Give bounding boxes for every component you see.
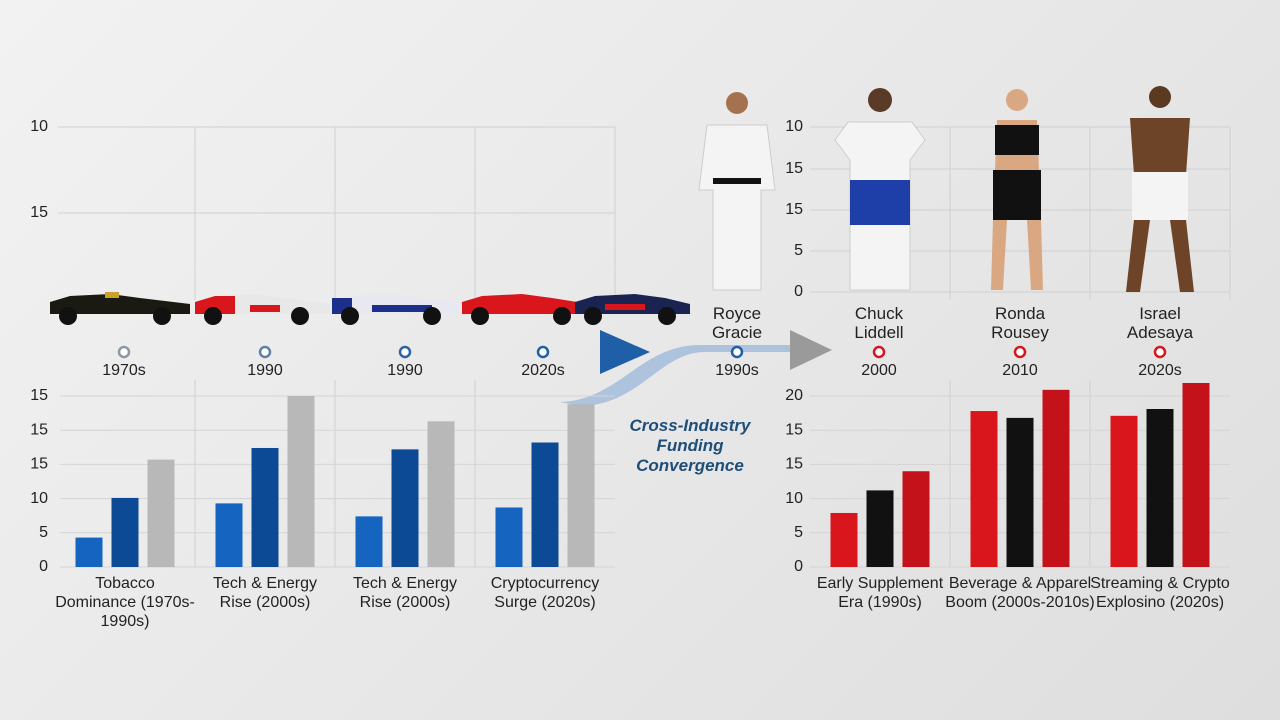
fighter-name: Israel Adesaya bbox=[1126, 304, 1194, 342]
x-tick-label: Beverage & Apparel Boom (2000s-2010s) bbox=[945, 575, 1095, 611]
timeline-label: 2000 bbox=[861, 362, 897, 379]
timeline-label: 1990s bbox=[715, 362, 759, 379]
top-axis-label: 0 bbox=[794, 283, 803, 300]
x-tick-label: Tech & Energy Rise (2000s) bbox=[352, 575, 458, 611]
center-text: Cross-Industry Funding Convergence bbox=[629, 416, 751, 475]
bar bbox=[1146, 408, 1174, 567]
bar bbox=[1110, 415, 1138, 567]
bar bbox=[495, 507, 523, 567]
top-axis-label: 15 bbox=[785, 160, 803, 177]
y-tick-label: 5 bbox=[39, 524, 48, 541]
bar bbox=[111, 497, 139, 567]
y-tick-label: 15 bbox=[30, 456, 48, 473]
bar bbox=[215, 503, 243, 567]
bar bbox=[970, 411, 998, 567]
bar bbox=[567, 404, 595, 567]
bar bbox=[355, 516, 383, 567]
y-tick-label: 15 bbox=[785, 421, 803, 438]
x-tick-label: Tech & Energy Rise (2000s) bbox=[212, 575, 318, 611]
bar bbox=[902, 471, 930, 567]
y-tick-label: 20 bbox=[785, 387, 803, 404]
timeline-label: 1990 bbox=[387, 362, 423, 379]
y-tick-label: 15 bbox=[30, 421, 48, 438]
x-tick-label: Streaming & Crypto Explosino (2020s) bbox=[1090, 575, 1230, 611]
bar bbox=[147, 459, 175, 567]
timeline-label: 2010 bbox=[1002, 362, 1038, 379]
y-tick-label: 0 bbox=[794, 558, 803, 575]
bar bbox=[1182, 383, 1210, 567]
timeline-arrow bbox=[600, 330, 650, 374]
y-tick-label: 0 bbox=[39, 558, 48, 575]
fighters bbox=[698, 86, 1194, 292]
bar bbox=[287, 396, 315, 567]
fighter-name: Chuck Liddell bbox=[854, 304, 904, 342]
bar bbox=[866, 490, 894, 567]
bar bbox=[1042, 389, 1070, 567]
x-tick-label: Early Supplement Era (1990s) bbox=[816, 575, 944, 611]
top-grid bbox=[58, 126, 1231, 567]
timeline-label: 2020s bbox=[521, 362, 565, 379]
timeline-arrow bbox=[790, 330, 832, 370]
top-axis-label: 10 bbox=[30, 118, 48, 135]
bar bbox=[1006, 417, 1034, 567]
top-axis-label: 5 bbox=[794, 242, 803, 259]
bar bbox=[531, 442, 559, 567]
y-tick-label: 10 bbox=[30, 490, 48, 507]
y-tick-label: 5 bbox=[794, 524, 803, 541]
race-cars bbox=[50, 292, 690, 325]
top-axis-label: 15 bbox=[785, 201, 803, 218]
timeline-label: 1990 bbox=[247, 362, 283, 379]
bar bbox=[75, 537, 103, 567]
flow-band bbox=[560, 345, 790, 406]
y-tick-label: 15 bbox=[785, 456, 803, 473]
top-axis-label: 15 bbox=[30, 204, 48, 221]
timeline-dots bbox=[117, 345, 1167, 359]
bar bbox=[391, 449, 419, 567]
fighter-name: Royce Gracie bbox=[711, 304, 763, 342]
y-tick-label: 15 bbox=[30, 387, 48, 404]
timeline-label: 2020s bbox=[1138, 362, 1182, 379]
bar bbox=[427, 421, 455, 567]
timeline-label: 1970s bbox=[102, 362, 146, 379]
x-tick-label: Cryptocurrency Surge (2020s) bbox=[490, 575, 600, 611]
fighter-name: Ronda Rousey bbox=[991, 304, 1049, 342]
top-axis-label: 10 bbox=[785, 118, 803, 135]
x-tick-label: Tobacco Dominance (1970s-1990s) bbox=[55, 575, 195, 630]
bar bbox=[830, 512, 858, 567]
y-tick-label: 10 bbox=[785, 490, 803, 507]
bar bbox=[251, 447, 279, 567]
